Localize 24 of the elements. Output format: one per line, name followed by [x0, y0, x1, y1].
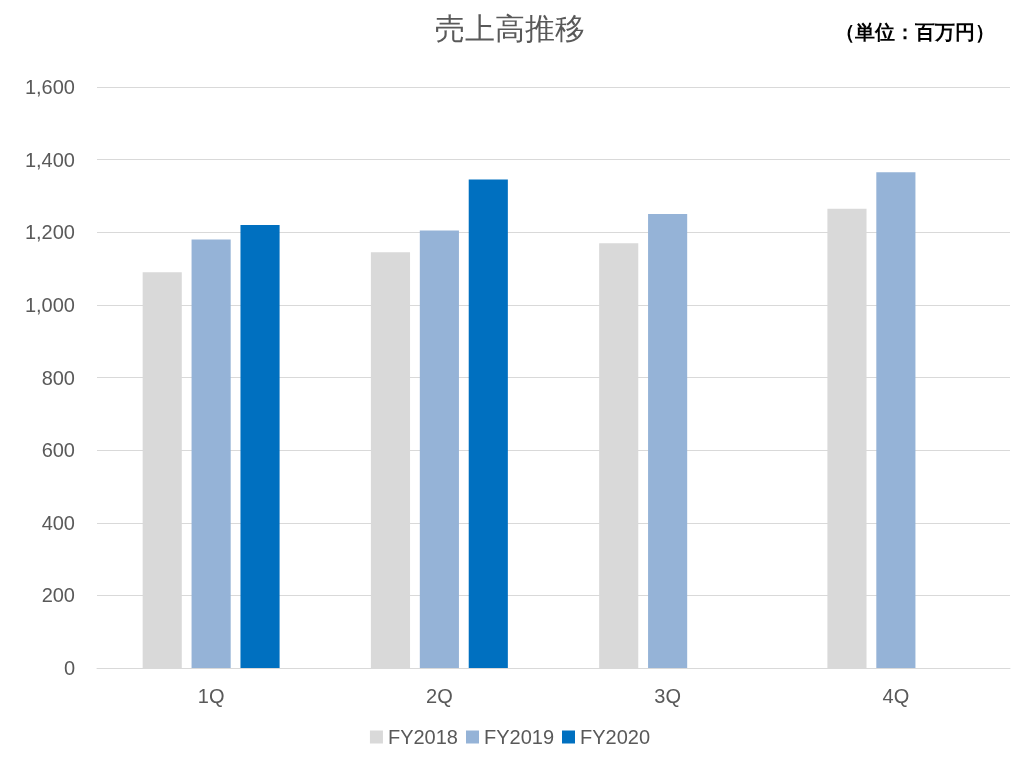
x-tick-label: 3Q	[654, 685, 681, 707]
x-tick-label: 2Q	[426, 685, 453, 707]
chart-title: 売上高推移	[435, 11, 585, 45]
text: （単位：百万円）	[835, 21, 995, 43]
y-tick-label: 0	[63, 657, 75, 679]
y-tick-label: 200	[41, 584, 75, 607]
x-tick-label: 1Q	[197, 685, 225, 707]
x-tick-label: 4Q	[882, 685, 910, 707]
y-tick-label: 1,400	[24, 148, 75, 171]
y-tick-label: 600	[41, 439, 75, 462]
legend-label: FY2020	[580, 726, 651, 748]
y-tick-label: 1,600	[24, 76, 75, 98]
y-tick-label: 1,000	[24, 293, 75, 316]
bar	[419, 230, 459, 668]
legend-label: FY2018	[387, 726, 458, 748]
bar	[876, 172, 916, 668]
bar	[648, 214, 688, 668]
legend-label: FY2019	[483, 726, 555, 748]
bar	[240, 224, 280, 668]
bar	[468, 179, 508, 668]
y-tick-label: 1,200	[24, 221, 75, 244]
y-tick-label: 400	[41, 511, 75, 534]
y-tick-label: 800	[41, 366, 75, 389]
bar	[191, 239, 231, 668]
